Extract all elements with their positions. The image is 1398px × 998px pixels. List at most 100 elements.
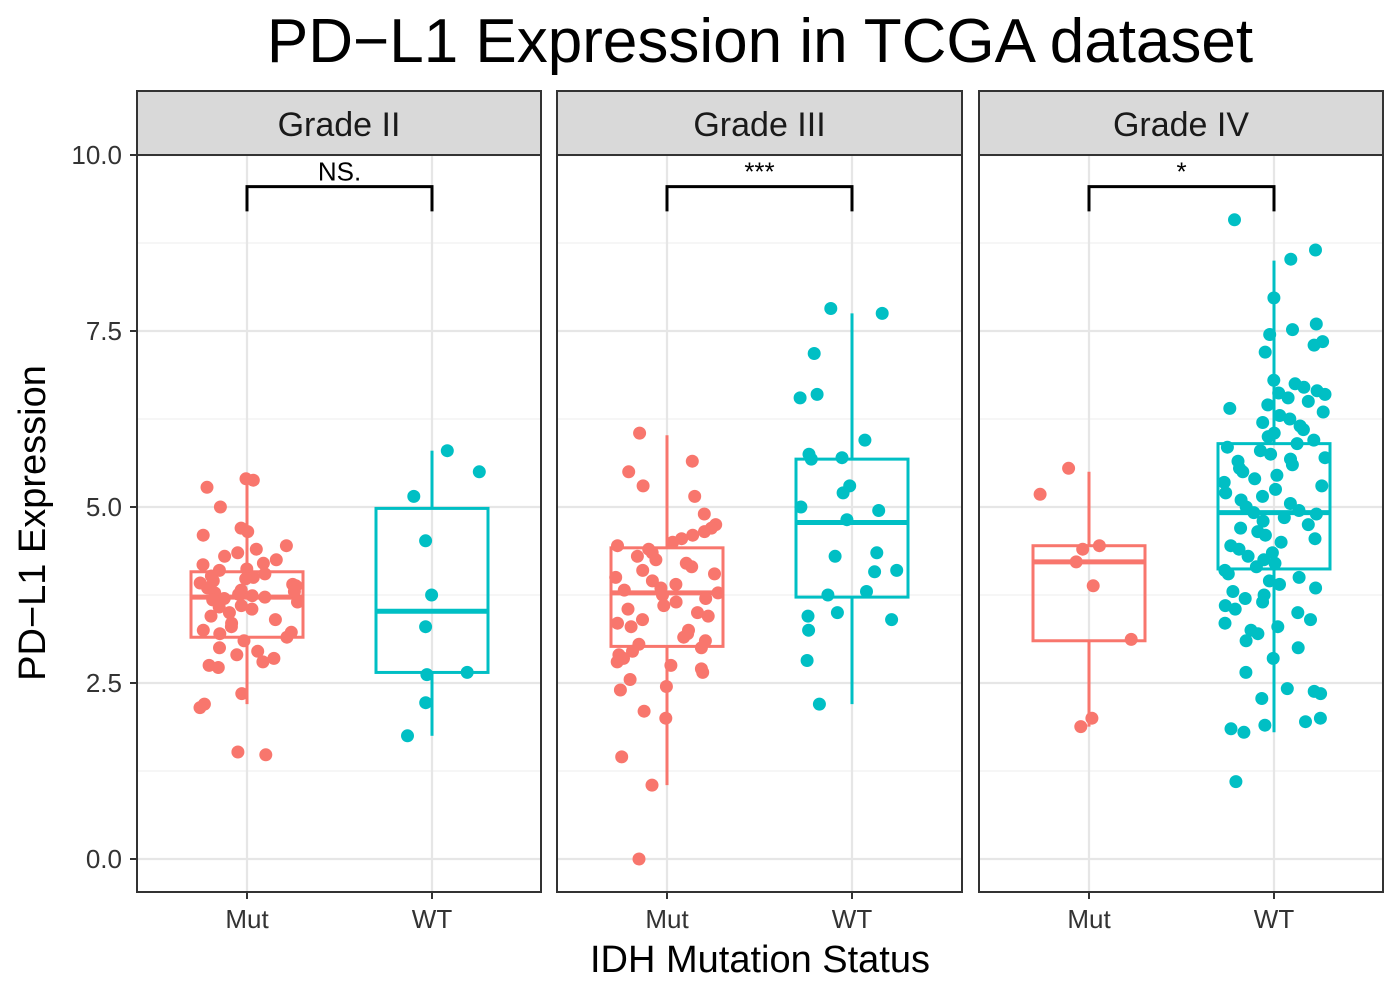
data-point bbox=[1273, 577, 1286, 591]
data-point bbox=[697, 507, 711, 521]
data-point bbox=[611, 616, 624, 630]
data-point bbox=[1255, 692, 1269, 705]
data-point bbox=[802, 623, 816, 637]
data-point bbox=[241, 525, 255, 539]
data-point bbox=[1228, 602, 1242, 616]
boxplot-mut bbox=[1031, 471, 1147, 727]
data-point bbox=[686, 528, 700, 542]
data-point bbox=[701, 609, 715, 623]
data-point bbox=[615, 750, 629, 764]
data-point bbox=[636, 613, 649, 627]
data-point bbox=[645, 574, 659, 588]
data-point bbox=[234, 599, 248, 613]
facet-panel: * Grade IV Mut WT bbox=[978, 90, 1384, 934]
data-point bbox=[1292, 570, 1306, 584]
data-point bbox=[1226, 585, 1240, 598]
data-point bbox=[1267, 291, 1281, 305]
data-point bbox=[828, 549, 842, 563]
data-point bbox=[200, 480, 214, 494]
data-point bbox=[1258, 528, 1272, 542]
data-point bbox=[1224, 722, 1238, 736]
data-point bbox=[291, 595, 304, 609]
data-point bbox=[1220, 440, 1234, 454]
data-point bbox=[1261, 430, 1275, 444]
data-point bbox=[1124, 632, 1138, 646]
data-point bbox=[258, 590, 272, 604]
data-point bbox=[624, 620, 638, 634]
data-point bbox=[279, 539, 293, 553]
data-point bbox=[256, 556, 270, 570]
data-point bbox=[246, 473, 260, 487]
data-point bbox=[611, 539, 624, 553]
data-point bbox=[804, 452, 818, 466]
significance-bracket bbox=[665, 185, 854, 212]
data-point bbox=[1267, 373, 1281, 387]
data-point bbox=[1270, 468, 1284, 482]
data-point bbox=[1281, 391, 1295, 405]
data-point bbox=[669, 577, 683, 591]
data-point bbox=[610, 655, 624, 669]
data-point bbox=[1304, 613, 1317, 627]
data-point bbox=[1299, 715, 1312, 729]
data-point bbox=[267, 651, 281, 665]
data-point bbox=[1265, 546, 1279, 560]
data-point bbox=[231, 745, 245, 759]
data-point bbox=[1301, 394, 1315, 408]
data-point bbox=[1229, 775, 1243, 789]
data-point bbox=[1256, 489, 1269, 503]
data-point bbox=[1283, 497, 1297, 510]
data-point bbox=[1218, 616, 1232, 630]
data-point bbox=[1309, 581, 1323, 595]
data-point bbox=[821, 588, 835, 602]
data-point bbox=[213, 627, 227, 641]
data-point bbox=[649, 553, 663, 567]
data-point bbox=[1249, 560, 1263, 574]
data-point bbox=[1290, 437, 1304, 451]
data-point bbox=[708, 567, 721, 581]
data-point bbox=[1307, 433, 1321, 447]
data-point bbox=[623, 673, 637, 686]
data-point bbox=[617, 583, 631, 597]
x-tick-label: Mut bbox=[225, 904, 269, 934]
facet-strip bbox=[136, 90, 542, 156]
data-point bbox=[636, 563, 650, 577]
data-point bbox=[419, 696, 433, 710]
data-point bbox=[1313, 711, 1327, 725]
data-point bbox=[636, 479, 650, 493]
data-point bbox=[1239, 665, 1253, 679]
data-point bbox=[630, 549, 644, 563]
data-point bbox=[1268, 556, 1282, 570]
data-point bbox=[1239, 634, 1253, 648]
facet-panels: NS. Grade II Mut WT *** Grade III Mut WT * Grade … bbox=[136, 90, 1384, 934]
data-point bbox=[1316, 405, 1330, 419]
y-axis: 0.0 2.5 5.0 7.5 10.0 bbox=[71, 140, 137, 874]
y-tick-label: 7.5 bbox=[86, 316, 122, 346]
data-point bbox=[699, 592, 713, 605]
data-point bbox=[696, 665, 710, 679]
data-point bbox=[249, 542, 263, 556]
data-point bbox=[1285, 458, 1299, 472]
data-point bbox=[824, 302, 838, 315]
data-point bbox=[1076, 542, 1090, 556]
data-point bbox=[419, 534, 433, 548]
data-point bbox=[711, 586, 725, 600]
data-point bbox=[1085, 711, 1099, 725]
data-point bbox=[425, 588, 439, 602]
data-point bbox=[1221, 567, 1235, 581]
data-point bbox=[407, 489, 421, 503]
data-point bbox=[1264, 447, 1278, 461]
data-point bbox=[1258, 345, 1272, 359]
data-point bbox=[810, 387, 824, 401]
data-point bbox=[645, 778, 659, 792]
data-point bbox=[232, 587, 246, 601]
facet-strip-label: Grade II bbox=[278, 106, 401, 144]
data-point bbox=[1263, 328, 1277, 341]
data-point bbox=[621, 602, 635, 616]
data-point bbox=[870, 546, 884, 560]
data-point bbox=[1237, 725, 1251, 739]
data-point bbox=[1277, 511, 1291, 525]
x-tick-label: WT bbox=[832, 904, 873, 934]
facet-strip bbox=[556, 90, 963, 156]
significance-bracket bbox=[245, 185, 434, 212]
data-point bbox=[1297, 380, 1311, 394]
